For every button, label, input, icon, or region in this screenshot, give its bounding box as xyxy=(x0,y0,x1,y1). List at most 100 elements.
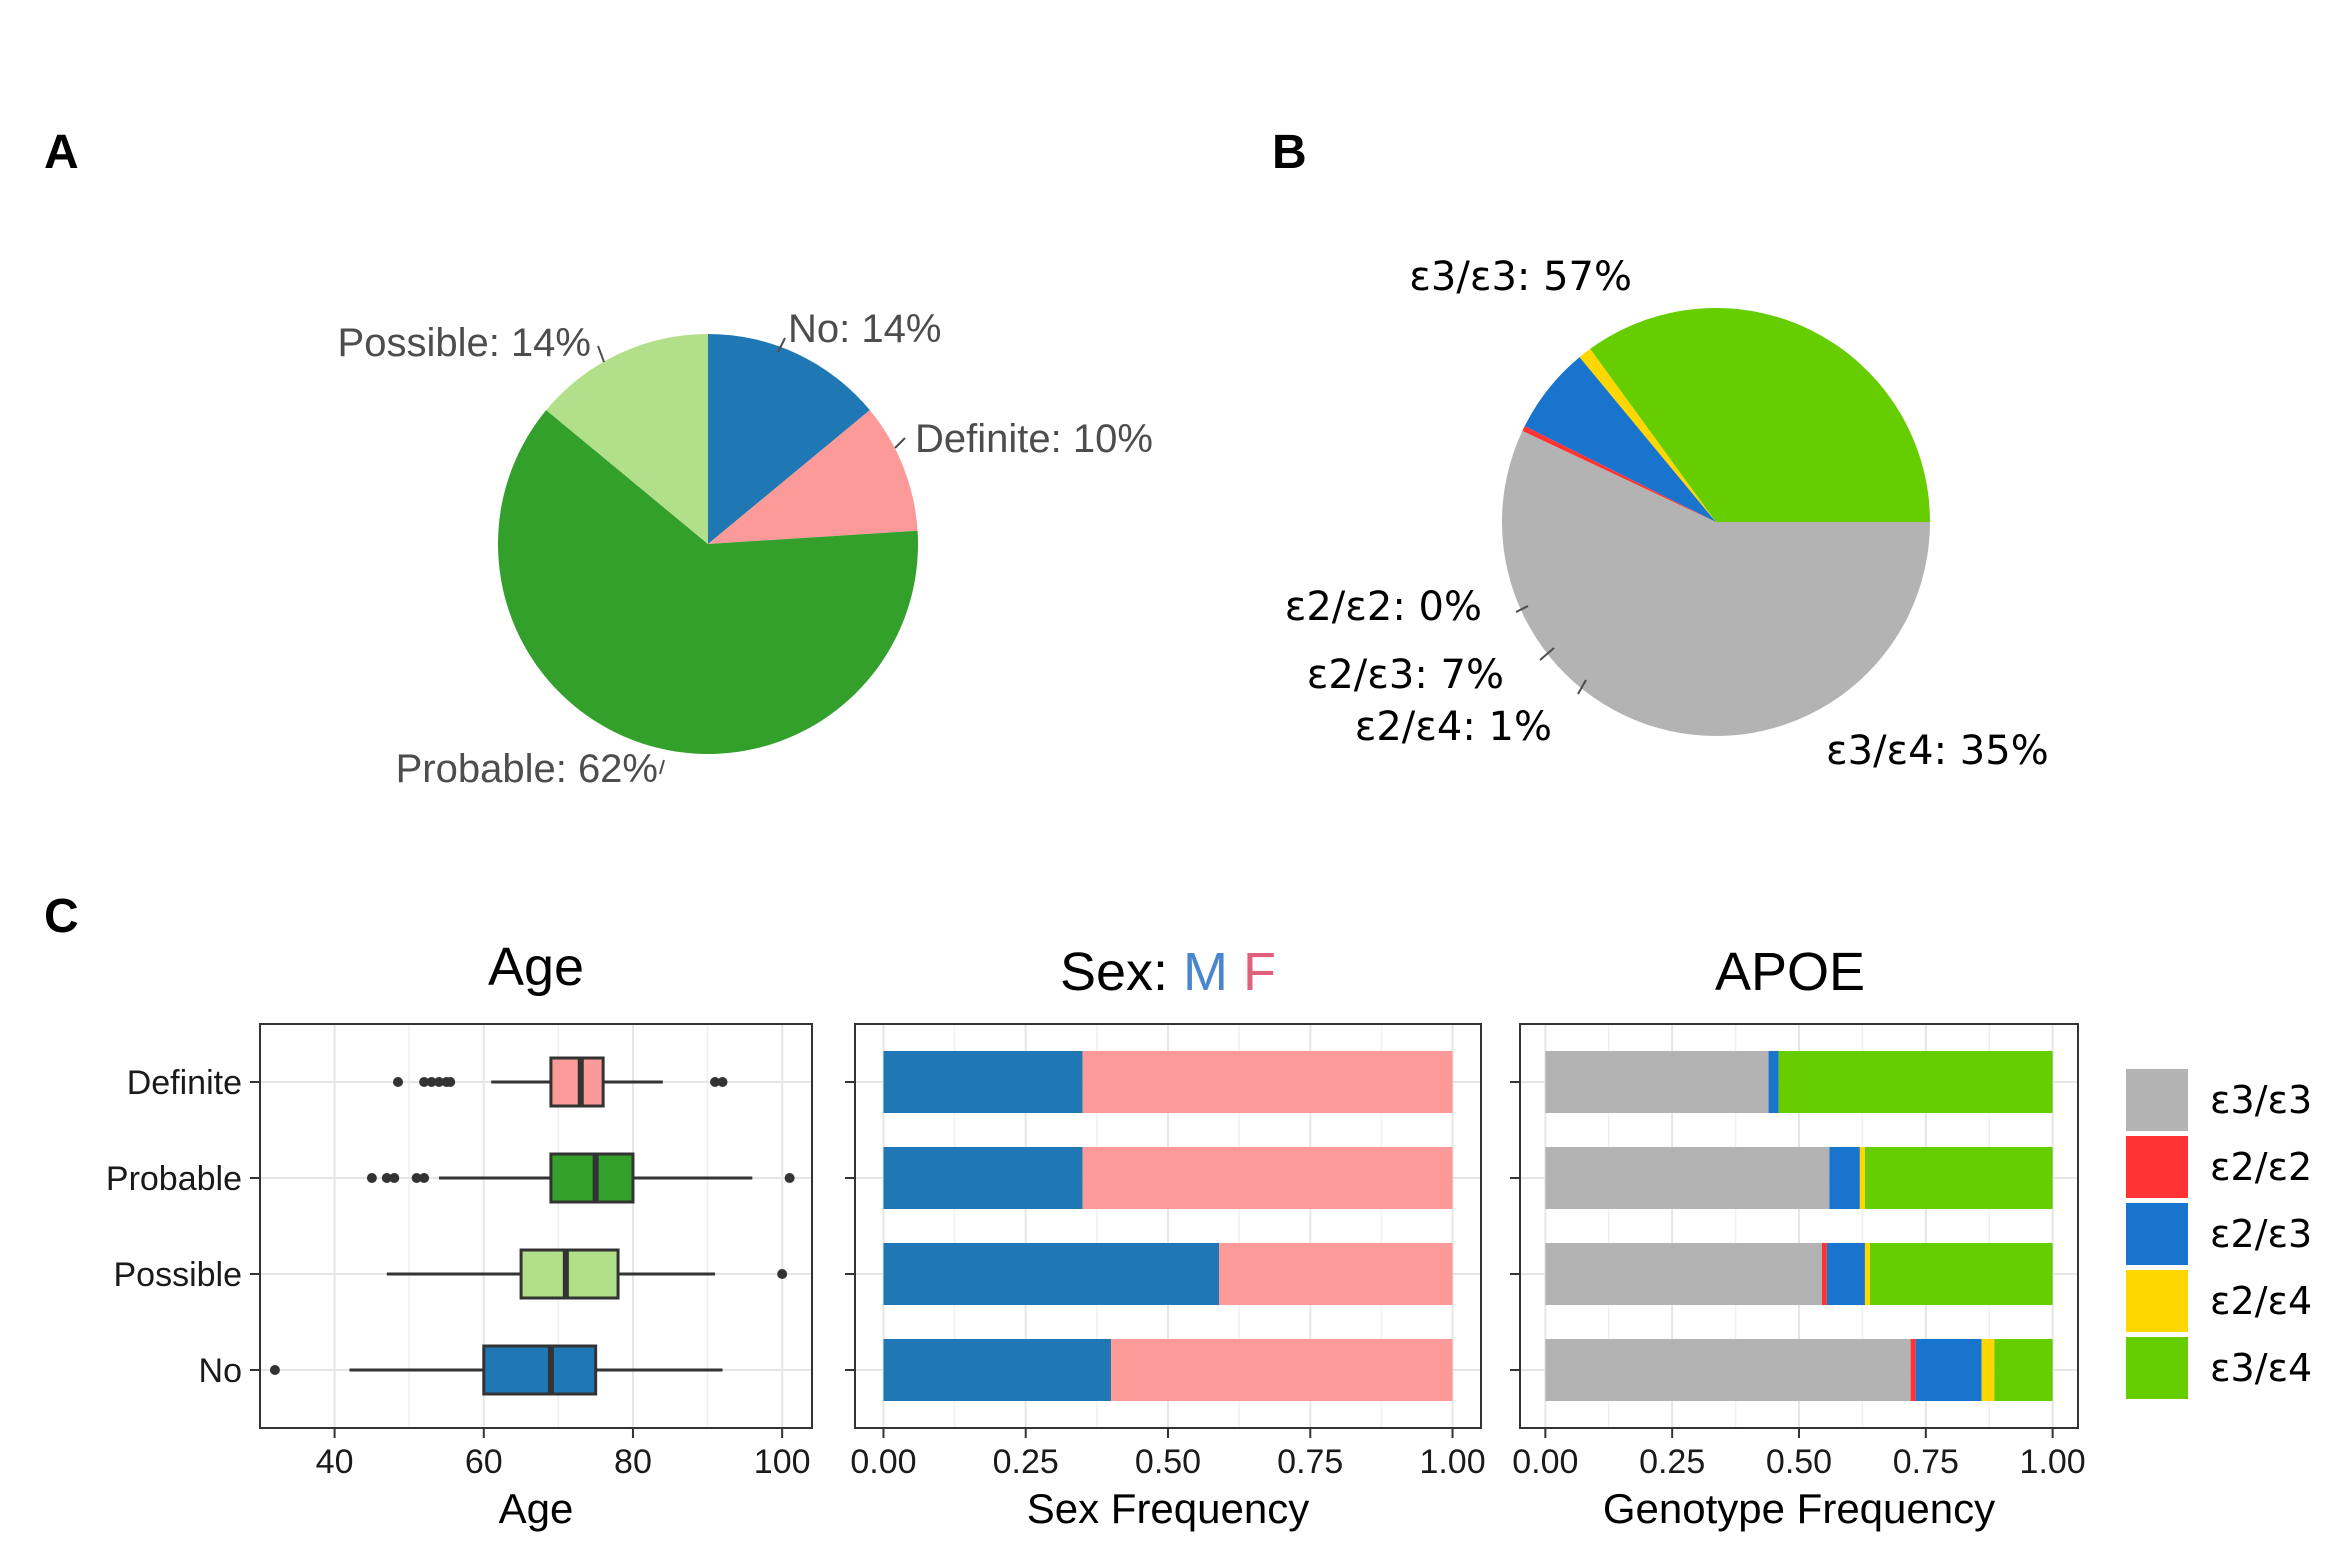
apoe-bar-definite-e3-e3 xyxy=(1545,1051,1769,1113)
panel-letter-c: C xyxy=(44,890,79,943)
age-outlier-probable xyxy=(419,1173,430,1183)
age-outlier-definite xyxy=(717,1077,728,1087)
apoe-bar-probable-e2-e4 xyxy=(1859,1147,1865,1209)
pie-leader-line-0 xyxy=(1515,605,1529,613)
pie-leader-line-0 xyxy=(777,337,786,353)
age-x-tick-label: 100 xyxy=(754,1443,811,1481)
apoe-bar-possible-e3-e4 xyxy=(1870,1243,2053,1305)
pie-label-definite: Definite: 10% xyxy=(915,417,1153,461)
age-box-possible xyxy=(519,1248,620,1300)
apoe-frequency-chart: 0.00 0.25 0.50 0.75 1.00 Genotype Frequency AP… xyxy=(1510,942,2086,1532)
age-outlier-probable xyxy=(366,1173,377,1183)
pie-leader-line-1 xyxy=(1539,647,1555,661)
apoe-x-tick-label: 0.50 xyxy=(1766,1443,1832,1481)
sex-x-tick-label: 0.25 xyxy=(993,1443,1059,1481)
apoe-bar-possible-e2-e3 xyxy=(1826,1243,1865,1305)
pie-label-probable: Probable: 62% xyxy=(396,747,658,791)
pie-leader-line-2 xyxy=(1577,679,1587,695)
age-outlier-possible xyxy=(777,1269,788,1279)
pie-slice-e2-e2 xyxy=(1522,426,1716,522)
pie-label-no: No: 14% xyxy=(788,307,941,351)
sex-bar-probable-f xyxy=(1082,1147,1453,1209)
apoe-bar-probable-e2-e3 xyxy=(1829,1147,1860,1209)
pie-slice-e3-e4 xyxy=(1590,307,1930,522)
legend-swatch-e3-e4 xyxy=(2126,1337,2188,1399)
apoe-bar-no-e2-e3 xyxy=(1915,1339,1982,1401)
pie-label-e3-e4: ε3/ε4: 35% xyxy=(1826,728,2049,774)
age-outlier-definite xyxy=(710,1077,721,1087)
pie-label-e3-e3: ε3/ε3: 57% xyxy=(1409,254,1632,300)
sex-x-tick-label: 0.50 xyxy=(1135,1443,1201,1481)
legend-swatch-e2-e3 xyxy=(2126,1203,2188,1265)
age-box-definite xyxy=(549,1056,605,1108)
age-y-tick-label: Definite xyxy=(127,1064,242,1102)
age-outlier-definite xyxy=(445,1077,456,1087)
apoe-bar-possible-e2-e2 xyxy=(1821,1243,1827,1305)
age-outlier-definite xyxy=(393,1077,403,1087)
age-outlier-probable xyxy=(389,1173,400,1183)
pie-label-e2-e2: ε2/ε2: 0% xyxy=(1285,584,1482,630)
age-x-axis-title: Age xyxy=(499,1485,574,1532)
sex-panel-border xyxy=(854,1023,1482,1429)
apoe-x-tick-label: 0.75 xyxy=(1893,1443,1959,1481)
age-x-tick-label: 80 xyxy=(614,1443,652,1481)
apoe-bar-probable-e3-e3 xyxy=(1545,1147,1830,1209)
apoe-x-tick-label: 0.25 xyxy=(1639,1443,1705,1481)
apoe-panel-border xyxy=(1519,1023,2079,1429)
panel-letter-a: A xyxy=(44,126,79,179)
pie-slice-e2-e3 xyxy=(1524,357,1716,522)
sex-title-m: M xyxy=(1183,942,1228,1002)
pie-leader-line-1 xyxy=(894,437,906,449)
legend-swatch-e2-e4 xyxy=(2126,1270,2188,1332)
age-x-tick-label: 40 xyxy=(316,1443,354,1481)
legend-label-e3-e3: ε3/ε3 xyxy=(2210,1078,2312,1122)
sex-bar-no-f xyxy=(1111,1339,1453,1401)
apoe-x-tick-label: 0.00 xyxy=(1512,1443,1578,1481)
pie-slice-no xyxy=(708,334,870,544)
apoe-x-axis-title: Genotype Frequency xyxy=(1603,1485,1995,1532)
sex-title-spacer xyxy=(1228,942,1243,1002)
apoe-bar-possible-e3-e3 xyxy=(1545,1243,1822,1305)
sex-x-tick-label: 0.00 xyxy=(850,1443,916,1481)
pie-leader-line-2 xyxy=(659,759,665,775)
apoe-x-tick-label: 1.00 xyxy=(2020,1443,2086,1481)
age-outlier-definite xyxy=(434,1077,445,1087)
age-box-probable xyxy=(549,1152,635,1204)
legend-label-e2-e3: ε2/ε3 xyxy=(2210,1212,2312,1256)
sex-title-f: F xyxy=(1243,942,1276,1002)
pie-slice-definite xyxy=(708,410,918,544)
apoe-bar-definite-e3-e4 xyxy=(1778,1051,2053,1113)
pie-slice-possible xyxy=(546,334,708,544)
apoe-bar-no-e2-e4 xyxy=(1981,1339,1995,1401)
age-outlier-definite xyxy=(419,1077,430,1087)
apoe-bar-no-e2-e2 xyxy=(1910,1339,1916,1401)
age-boxplot: 40 60 80 100 Definite Probable Possible No Age Ag… xyxy=(106,937,813,1532)
pie-slice-e3-e3 xyxy=(1501,430,1930,737)
legend-swatch-e2-e2 xyxy=(2126,1136,2188,1198)
pie-slice-probable xyxy=(498,410,919,754)
pie-leader-line-3 xyxy=(597,345,605,363)
apoe-legend: ε3/ε3 ε2/ε2 ε2/ε3 ε2/ε4 ε3/ε4 xyxy=(2126,1069,2312,1399)
sex-bar-no-m xyxy=(883,1339,1112,1401)
sex-bar-definite-f xyxy=(1082,1051,1453,1113)
age-box-no xyxy=(482,1344,598,1396)
age-y-tick-label: Probable xyxy=(106,1160,242,1198)
sex-bar-possible-m xyxy=(883,1243,1220,1305)
age-outlier-probable xyxy=(411,1173,422,1183)
age-outlier-no xyxy=(269,1365,280,1375)
sex-bar-probable-m xyxy=(883,1147,1083,1209)
pie-label-e2-e3: ε2/ε3: 7% xyxy=(1307,652,1504,698)
sex-frequency-chart: 0.00 0.25 0.50 0.75 1.00 Sex Frequency Sex: M … xyxy=(845,942,1486,1532)
age-title: Age xyxy=(488,937,584,997)
legend-swatch-e3-e3 xyxy=(2126,1069,2188,1131)
apoe-bar-no-e3-e4 xyxy=(1994,1339,2053,1401)
legend-label-e2-e2: ε2/ε2 xyxy=(2210,1145,2312,1189)
pie-label-e2-e4: ε2/ε4: 1% xyxy=(1355,704,1552,750)
sex-title-prefix: Sex: xyxy=(1060,942,1183,1002)
apoe-bar-probable-e3-e4 xyxy=(1864,1147,2053,1209)
pie-label-possible: Possible: 14% xyxy=(338,321,591,365)
sex-bar-possible-f xyxy=(1219,1243,1453,1305)
legend-label-e3-e4: ε3/ε4 xyxy=(2210,1346,2312,1390)
age-y-tick-label: No xyxy=(199,1352,242,1390)
